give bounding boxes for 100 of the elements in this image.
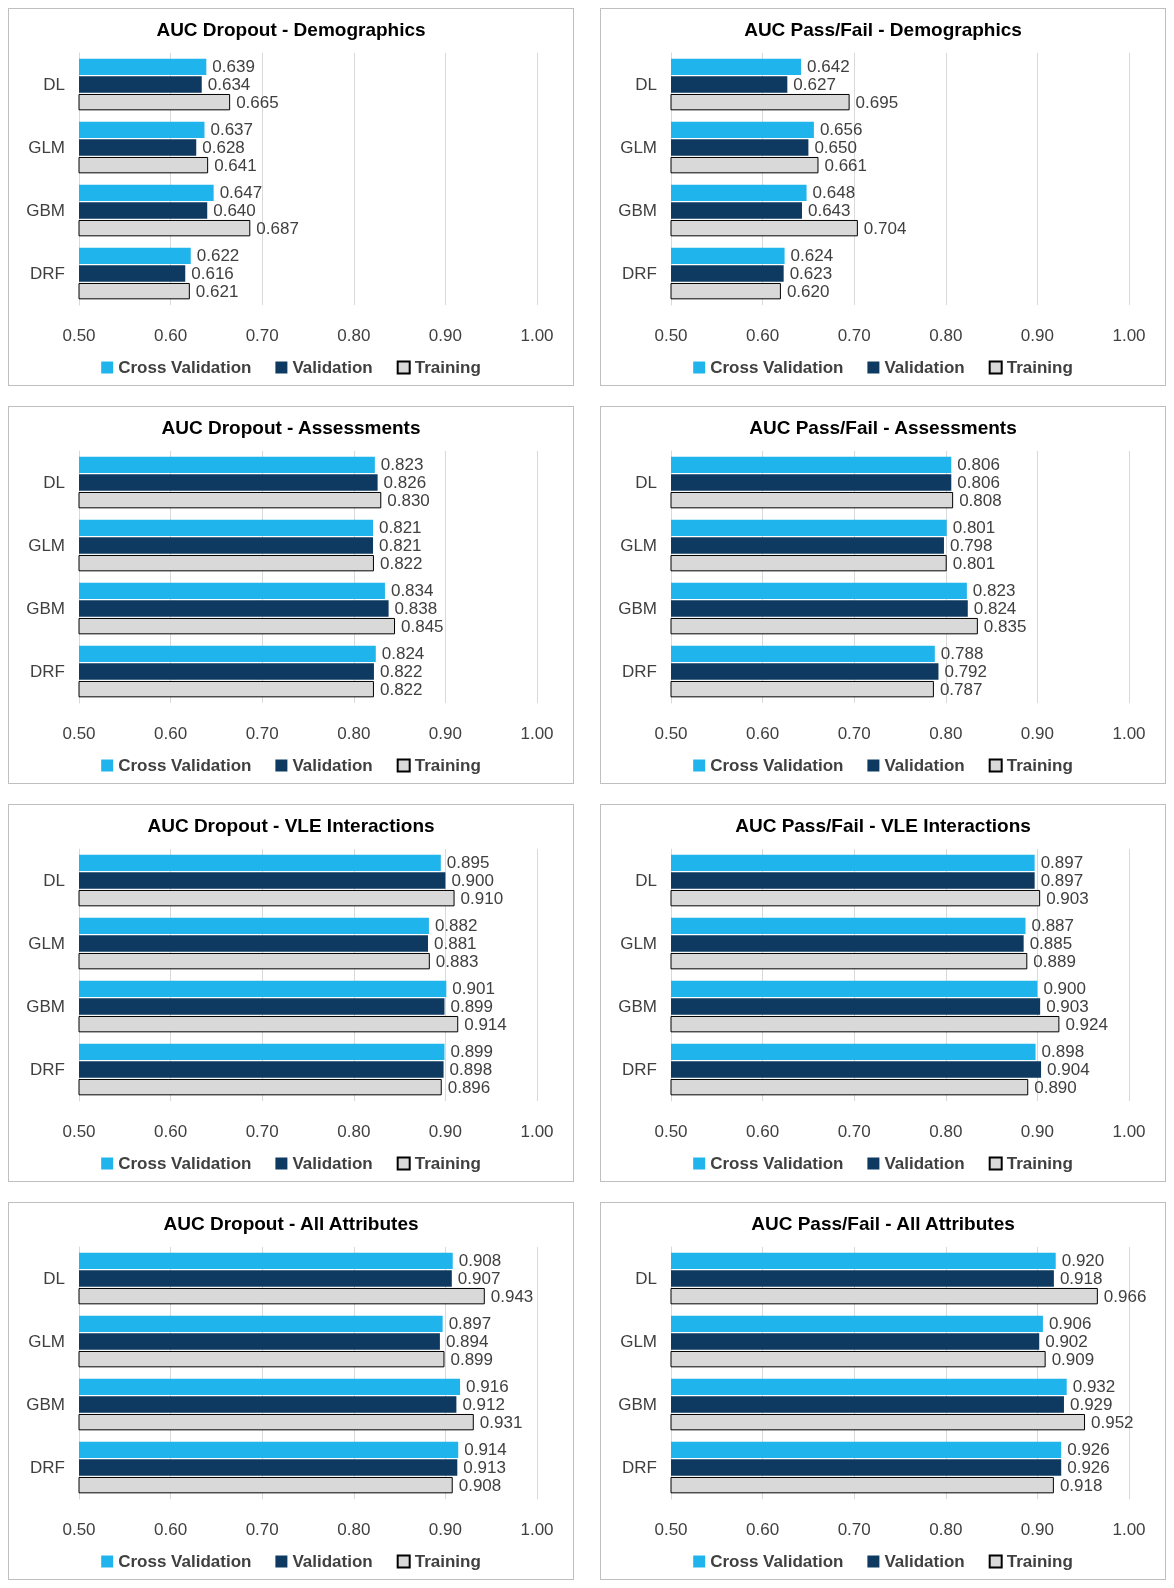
x-tick-label: 0.60 xyxy=(154,724,188,743)
chart-title: AUC Pass/Fail - VLE Interactions xyxy=(735,815,1031,836)
data-label: 0.695 xyxy=(855,92,899,112)
data-label: 0.918 xyxy=(1059,1269,1103,1288)
data-label: 0.822 xyxy=(379,662,423,681)
data-label: 0.634 xyxy=(207,75,251,94)
data-label: 0.883 xyxy=(435,951,479,971)
x-tick-label: 0.60 xyxy=(154,326,188,345)
data-label: 0.908 xyxy=(458,1251,502,1271)
x-tick-label: 0.60 xyxy=(746,724,780,743)
data-label: 0.931 xyxy=(479,1412,523,1432)
data-label: 0.894 xyxy=(445,1332,489,1351)
x-tick-label: 0.70 xyxy=(837,326,871,345)
x-tick-label: 1.00 xyxy=(520,724,554,743)
data-label: 0.908 xyxy=(458,1475,502,1495)
x-tick-label: 0.80 xyxy=(929,326,963,345)
data-label: 0.792 xyxy=(944,662,988,681)
chart-title: AUC Pass/Fail - All Attributes xyxy=(751,1213,1015,1234)
data-label: 0.913 xyxy=(463,1458,506,1477)
data-label: 0.835 xyxy=(983,616,1027,636)
x-tick-label: 0.80 xyxy=(929,1122,963,1141)
data-label: 0.821 xyxy=(379,518,422,538)
data-label: 0.650 xyxy=(814,138,857,157)
x-tick-label: 0.80 xyxy=(337,1520,371,1539)
legend-label: Cross Validation xyxy=(710,358,844,377)
y-tick-label: DRF xyxy=(30,1458,65,1477)
data-label: 0.806 xyxy=(957,455,1000,475)
x-tick-label: 1.00 xyxy=(520,1122,554,1141)
y-tick-label: DRF xyxy=(622,662,657,681)
x-tick-label: 0.90 xyxy=(428,326,462,345)
x-tick-label: 0.50 xyxy=(654,1122,688,1141)
y-tick-label: GLM xyxy=(28,1332,65,1351)
x-tick-label: 0.60 xyxy=(746,1122,780,1141)
data-label: 0.966 xyxy=(1103,1286,1147,1306)
data-label: 0.806 xyxy=(957,473,1000,492)
x-tick-label: 1.00 xyxy=(1112,1520,1146,1539)
y-tick-label: DRF xyxy=(622,1458,657,1477)
chart-title: AUC Dropout - Demographics xyxy=(156,19,426,40)
chart-title: AUC Pass/Fail - Demographics xyxy=(744,19,1022,40)
x-tick-label: 0.50 xyxy=(654,326,688,345)
data-label: 0.798 xyxy=(949,536,993,555)
x-tick-label: 0.80 xyxy=(929,724,963,743)
y-tick-label: DL xyxy=(635,871,657,890)
data-label: 0.926 xyxy=(1067,1458,1110,1477)
data-label: 0.943 xyxy=(490,1286,534,1306)
data-label: 0.620 xyxy=(786,281,830,301)
data-label: 0.924 xyxy=(1065,1014,1108,1034)
y-tick-label: DRF xyxy=(30,1060,65,1079)
data-label: 0.623 xyxy=(789,264,833,283)
data-label: 0.899 xyxy=(450,1349,494,1369)
legend-label: Cross Validation xyxy=(118,756,252,775)
y-tick-label: DRF xyxy=(622,264,657,283)
data-label: 0.639 xyxy=(212,57,255,77)
y-tick-label: GLM xyxy=(28,934,65,953)
y-tick-label: GBM xyxy=(618,599,657,618)
x-tick-label: 0.90 xyxy=(428,724,462,743)
data-label: 0.881 xyxy=(434,934,477,953)
x-tick-label: 0.60 xyxy=(154,1520,188,1539)
data-label: 0.823 xyxy=(972,581,1016,601)
data-label: 0.889 xyxy=(1033,951,1076,971)
legend-label: Cross Validation xyxy=(710,756,844,775)
data-label: 0.898 xyxy=(1041,1042,1085,1062)
y-tick-label: DL xyxy=(635,1269,657,1288)
data-label: 0.616 xyxy=(191,264,234,283)
data-label: 0.641 xyxy=(214,155,257,175)
legend-label: Validation xyxy=(884,756,965,775)
legend-label: Training xyxy=(414,756,481,775)
x-tick-label: 0.80 xyxy=(337,326,371,345)
data-label: 0.822 xyxy=(379,679,423,699)
data-label: 0.823 xyxy=(380,455,424,475)
legend-label: Training xyxy=(414,1154,481,1173)
chart-title: AUC Dropout - Assessments xyxy=(161,417,421,438)
y-tick-label: GBM xyxy=(618,1395,657,1414)
legend-label: Training xyxy=(1006,756,1073,775)
x-tick-label: 1.00 xyxy=(1112,326,1146,345)
data-label: 0.898 xyxy=(449,1060,493,1079)
data-label: 0.899 xyxy=(450,997,494,1016)
data-label: 0.901 xyxy=(452,979,495,999)
x-tick-label: 0.70 xyxy=(837,1122,871,1141)
x-tick-label: 0.50 xyxy=(654,1520,688,1539)
y-tick-label: GBM xyxy=(618,997,657,1016)
x-tick-label: 0.50 xyxy=(62,724,96,743)
legend-label: Validation xyxy=(292,358,373,377)
data-label: 0.826 xyxy=(383,473,427,492)
data-label: 0.640 xyxy=(213,201,256,220)
data-label: 0.824 xyxy=(973,599,1017,618)
y-tick-label: DL xyxy=(43,871,65,890)
y-tick-label: GLM xyxy=(28,536,65,555)
x-tick-label: 1.00 xyxy=(1112,1122,1146,1141)
data-label: 0.656 xyxy=(819,120,863,140)
data-label: 0.902 xyxy=(1045,1332,1088,1351)
data-label: 0.801 xyxy=(952,518,996,538)
data-label: 0.899 xyxy=(450,1042,494,1062)
data-label: 0.821 xyxy=(379,536,422,555)
data-label: 0.903 xyxy=(1046,888,1089,908)
legend-label: Cross Validation xyxy=(710,1154,844,1173)
data-label: 0.648 xyxy=(812,183,856,203)
data-label: 0.900 xyxy=(451,871,494,890)
x-tick-label: 1.00 xyxy=(520,1520,554,1539)
legend-label: Validation xyxy=(292,756,373,775)
